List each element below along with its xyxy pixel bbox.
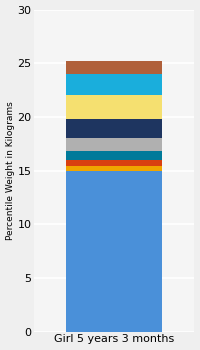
- Bar: [66, 160, 162, 166]
- Bar: [66, 170, 162, 332]
- Bar: [66, 74, 162, 96]
- Bar: [66, 96, 162, 119]
- Bar: [66, 166, 162, 170]
- Bar: [66, 119, 162, 138]
- Bar: [66, 151, 162, 160]
- Bar: [66, 61, 162, 74]
- Bar: [66, 138, 162, 151]
- Y-axis label: Percentile Weight in Kilograms: Percentile Weight in Kilograms: [6, 101, 15, 240]
